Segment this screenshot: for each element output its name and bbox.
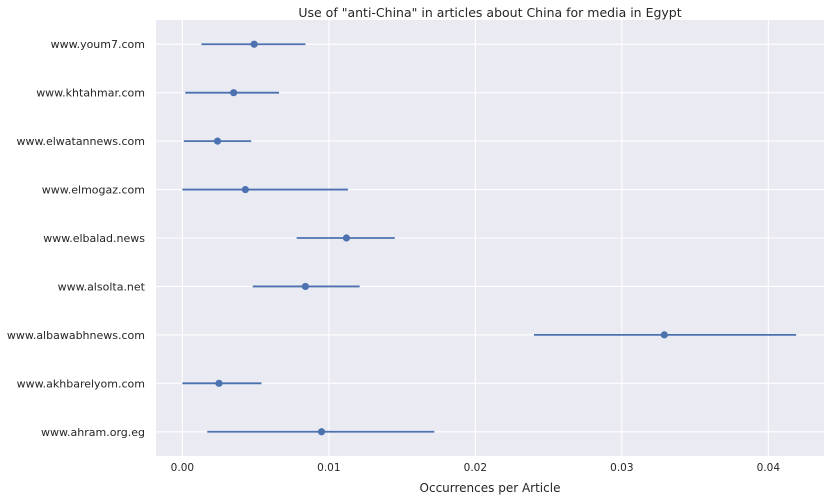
x-tick-label: 0.01 (317, 462, 340, 474)
category-label: www.khtahmar.com (36, 87, 145, 100)
category-label: www.ahram.org.eg (41, 426, 145, 439)
category-label: www.elmogaz.com (42, 184, 145, 197)
chart-title: Use of "anti-China" in articles about Ch… (298, 5, 681, 20)
data-point (342, 234, 351, 242)
category-labels: www.youm7.com www.khtahmar.com www.elwatan… (7, 38, 146, 439)
x-tick-label: 0.04 (757, 462, 781, 474)
data-point (660, 331, 668, 339)
data-point (317, 428, 326, 436)
x-tick-label: 0.02 (464, 462, 487, 474)
data-marks (182, 40, 797, 436)
data-point (230, 89, 238, 97)
category-label: www.albawabhnews.com (7, 329, 145, 342)
data-point (250, 40, 258, 48)
category-label: www.akhbarelyom.com (17, 377, 145, 390)
x-tick-label: 0.00 (171, 462, 194, 474)
x-tick-labels: 0.00 0.01 0.02 0.03 0.04 (171, 462, 781, 474)
category-label: www.youm7.com (51, 38, 145, 51)
data-point (241, 185, 249, 194)
x-axis-label: Occurrences per Article (420, 481, 561, 495)
x-tick-label: 0.03 (610, 462, 633, 474)
category-label: www.elwatannews.com (16, 135, 145, 148)
data-point (213, 137, 222, 145)
category-label: www.alsolta.net (58, 280, 146, 293)
data-point (301, 282, 310, 291)
data-point (215, 379, 223, 387)
category-label: www.elbalad.news (43, 232, 145, 245)
